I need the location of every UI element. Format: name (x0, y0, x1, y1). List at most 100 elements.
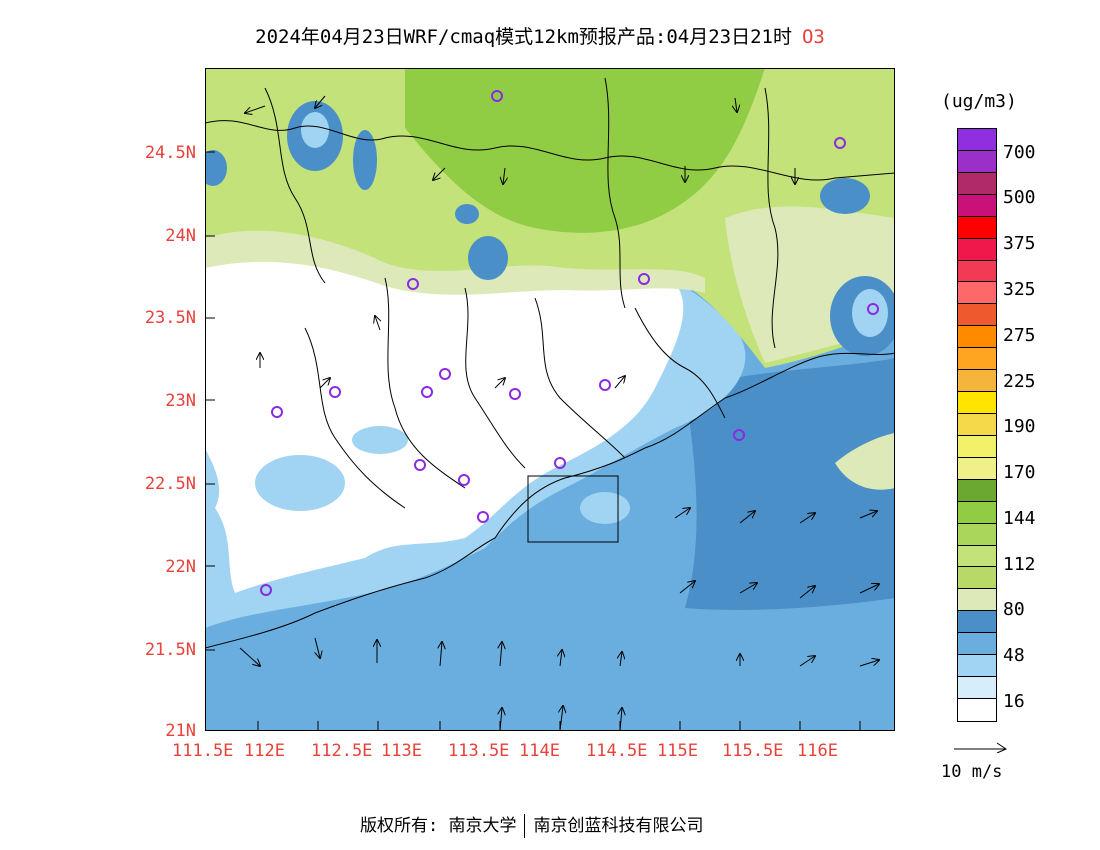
blue-blob (820, 178, 870, 214)
lat-label: 24.5N (144, 143, 196, 163)
colorbar-tick-label: 170 (1003, 462, 1036, 483)
wind-vector (375, 316, 380, 331)
lat-label: 22N (165, 557, 196, 577)
lon-label: 114E (519, 741, 560, 761)
wind-vector (739, 511, 755, 524)
lon-label: 113E (381, 741, 422, 761)
wind-vector (433, 167, 446, 180)
wind-vector (315, 637, 320, 658)
lon-label: 115E (657, 741, 698, 761)
offshore-band (685, 358, 895, 610)
station-marker (554, 457, 566, 469)
reference-wind-label: 10 m/s (941, 762, 1003, 782)
blue-blob (205, 150, 227, 186)
lat-label: 21N (165, 721, 196, 741)
colorbar-segment (958, 238, 996, 261)
colorbar-segment (958, 479, 996, 502)
colorbar-tick-label: 112 (1003, 554, 1036, 575)
station-marker (407, 278, 419, 290)
colorbar-segment (958, 567, 996, 590)
wind-vector (799, 656, 815, 667)
station-marker (638, 273, 650, 285)
lon-label: 111.5E (172, 741, 234, 761)
wind-vector (859, 660, 879, 667)
county-boundary (384, 277, 466, 489)
colorbar-segment (958, 150, 996, 173)
legend-unit: (ug/m3) (941, 91, 1017, 112)
county-boundary (534, 297, 626, 459)
east-coast-patch (835, 433, 895, 490)
blue-blob (455, 204, 479, 224)
lat-label: 23.5N (144, 308, 196, 328)
colorbar-segment (958, 304, 996, 327)
wind-vector (859, 511, 877, 519)
station-marker (509, 388, 521, 400)
colorbar-tick-label: 375 (1003, 233, 1036, 254)
colorbar-segment (958, 633, 996, 656)
county-boundary (634, 307, 726, 419)
north-darker-green (405, 68, 765, 233)
colorbar-segment (958, 392, 996, 414)
county-boundary (464, 287, 526, 469)
station-marker (414, 459, 426, 471)
wind-vector (620, 652, 622, 667)
colorbar-tick-label: 325 (1003, 279, 1036, 300)
inner-domain-box (527, 475, 619, 543)
station-marker (458, 474, 470, 486)
colorbar-segment (958, 194, 996, 217)
o3-concentration-map (205, 68, 895, 731)
lon-label: 114.5E (586, 741, 648, 761)
lat-label: 23N (165, 391, 196, 411)
wind-vector (319, 378, 330, 389)
chart-title: 2024年04月23日WRF/cmaq模式12km预报产品:04月23日21时 O… (0, 22, 1080, 49)
wind-vector (500, 642, 502, 667)
colorbar-segment (958, 589, 996, 612)
wind-vector (735, 97, 737, 112)
wind-vector (799, 513, 815, 524)
colorbar-segment (958, 677, 996, 699)
wind-vector (245, 105, 266, 113)
species-label: O3 (801, 26, 825, 48)
wind-vector (614, 376, 625, 389)
colorbar-segment (958, 260, 996, 283)
blue-pocket (352, 426, 408, 454)
colorbar-tick-label: 80 (1003, 599, 1025, 620)
colorbar-segment (958, 326, 996, 349)
blue-pocket (580, 492, 630, 524)
colorbar-tick-label: 225 (1003, 371, 1036, 392)
wind-vector (799, 586, 815, 599)
station-marker (260, 584, 272, 596)
county-boundary (264, 87, 326, 284)
station-marker (329, 386, 341, 398)
copyright-footer: 版权所有: 南京大学 南京创蓝科技有限公司 (360, 811, 703, 838)
colorbar (957, 128, 997, 722)
station-marker (421, 386, 433, 398)
station-marker (599, 379, 611, 391)
wind-vector (503, 167, 505, 184)
coastline (205, 352, 895, 649)
blue-pocket (255, 455, 345, 511)
wind-vector (440, 642, 442, 667)
colorbar-segment (958, 282, 996, 305)
lat-label: 22.5N (144, 474, 196, 494)
lon-label: 113.5E (448, 741, 510, 761)
wind-vector (494, 378, 505, 389)
wind-vector (560, 650, 562, 667)
wind-vector (239, 647, 260, 666)
lat-label: 21.5N (144, 640, 196, 660)
county-boundary (304, 327, 406, 509)
colorbar-tick-label: 48 (1003, 645, 1025, 666)
station-marker (271, 406, 283, 418)
blue-blob (301, 112, 329, 148)
wind-vector (739, 583, 757, 594)
colorbar-segment (958, 413, 996, 436)
colorbar-tick-label: 16 (1003, 691, 1025, 712)
wind-vector (315, 95, 326, 108)
colorbar-segment (958, 129, 996, 151)
colorbar-segment (958, 523, 996, 546)
colorbar-tick-label: 500 (1003, 187, 1036, 208)
colorbar-segment (958, 172, 996, 195)
colorbar-segment (958, 501, 996, 524)
wind-vector (859, 584, 879, 594)
colorbar-segment (958, 611, 996, 634)
